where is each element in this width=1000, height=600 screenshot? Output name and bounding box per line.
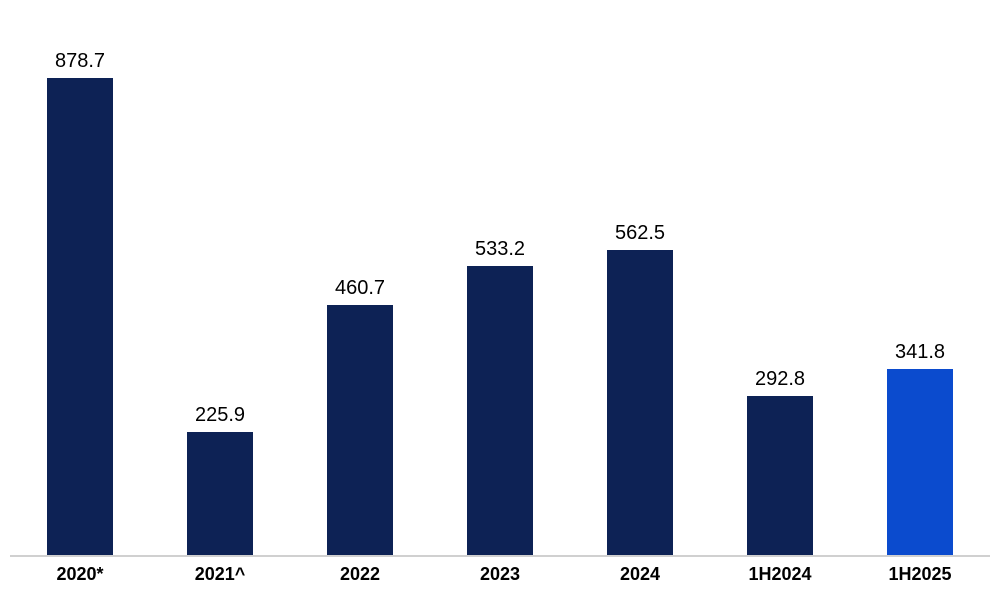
x-axis-label: 2024 bbox=[619, 564, 661, 584]
bar-value-label: 460.7 bbox=[334, 277, 386, 299]
x-axis-label: 2021^ bbox=[194, 564, 246, 584]
bar-value-label: 533.2 bbox=[474, 238, 526, 260]
x-axis-label: 1H2025 bbox=[888, 564, 952, 584]
bar-column: 878.7 bbox=[10, 0, 150, 555]
bar-2023 bbox=[467, 266, 533, 555]
bar-value-label: 562.5 bbox=[614, 222, 666, 244]
bar-1H2025 bbox=[887, 369, 953, 555]
bar-column: 460.7 bbox=[290, 0, 430, 555]
x-axis-label: 2022 bbox=[339, 564, 381, 584]
bar-1H2024 bbox=[747, 396, 813, 555]
x-axis-line bbox=[10, 555, 990, 557]
bar-column: 225.9 bbox=[150, 0, 290, 555]
x-axis-label: 2020* bbox=[56, 564, 104, 584]
x-axis-label: 2023 bbox=[479, 564, 521, 584]
bar-column: 292.8 bbox=[710, 0, 850, 555]
bar-2020* bbox=[47, 78, 113, 555]
plot-area: 878.7 225.9 460.7 533.2 562.5 292.8 341.8 bbox=[10, 0, 990, 555]
bar-value-label: 878.7 bbox=[54, 50, 106, 72]
bar-value-label: 225.9 bbox=[194, 404, 246, 426]
x-axis-labels-row: 2020* 2021^ 2022 2023 2024 1H2024 1H2025 bbox=[10, 564, 990, 585]
x-axis-label: 1H2024 bbox=[748, 564, 812, 584]
bar-column: 562.5 bbox=[570, 0, 710, 555]
bar-column: 533.2 bbox=[430, 0, 570, 555]
bar-2022 bbox=[327, 305, 393, 555]
bar-2021^ bbox=[187, 432, 253, 555]
bar-value-label: 292.8 bbox=[754, 368, 806, 390]
bar-column: 341.8 bbox=[850, 0, 990, 555]
bar-2024 bbox=[607, 250, 673, 555]
bar-value-label: 341.8 bbox=[894, 341, 946, 363]
